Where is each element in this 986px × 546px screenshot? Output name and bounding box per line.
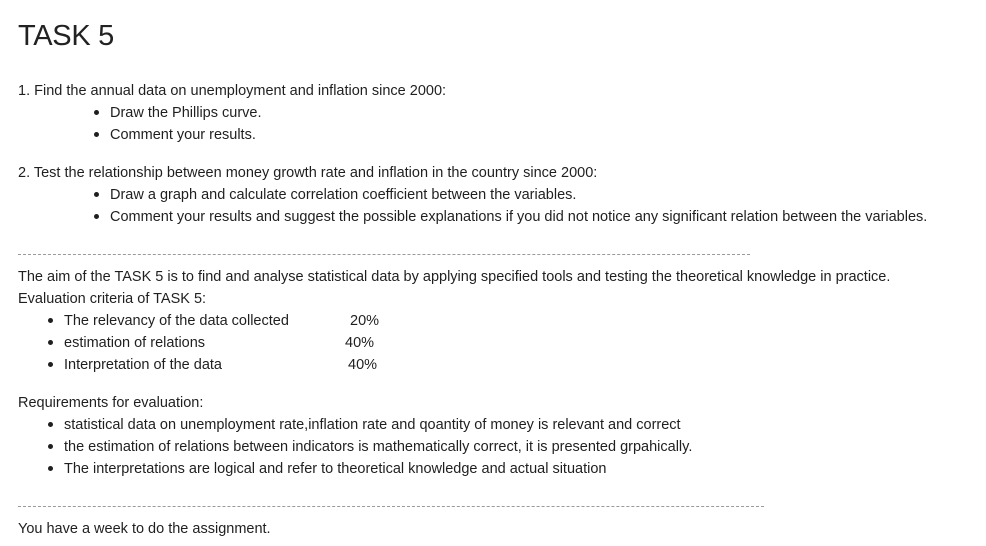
- task1-bullet: Draw the Phillips curve.: [94, 105, 262, 121]
- page-title: TASK 5: [18, 20, 114, 52]
- task2-bullet: Comment your results and suggest the pos…: [93, 209, 928, 225]
- criterion-label: Interpretation of the data: [48, 357, 222, 373]
- requirement-item: The interpretations are logical and refe…: [47, 461, 607, 477]
- divider: [18, 506, 764, 507]
- criterion-weight: 40%: [348, 357, 378, 373]
- criterion-label: estimation of relations: [47, 335, 206, 351]
- task2-heading: 2. Test the relationship between money g…: [18, 165, 598, 181]
- requirement-item: statistical data on unemployment rate,in…: [48, 417, 681, 433]
- requirement-item: the estimation of relations between indi…: [47, 439, 693, 455]
- criterion-label: The relevancy of the data collected: [48, 313, 289, 329]
- evaluation-heading: Evaluation criteria of TASK 5:: [18, 291, 207, 307]
- task2-bullet: Draw a graph and calculate correlation c…: [93, 187, 577, 203]
- divider: [18, 254, 750, 255]
- criterion-weight: 40%: [345, 335, 375, 351]
- task1-heading: 1. Find the annual data on unemployment …: [18, 83, 447, 99]
- deadline-text: You have a week to do the assignment.: [18, 521, 271, 537]
- requirements-heading: Requirements for evaluation:: [18, 395, 204, 411]
- task1-bullet: Comment your results.: [94, 127, 256, 143]
- criterion-weight: 20%: [350, 313, 380, 329]
- aim-text: The aim of the TASK 5 is to find and ana…: [18, 269, 891, 285]
